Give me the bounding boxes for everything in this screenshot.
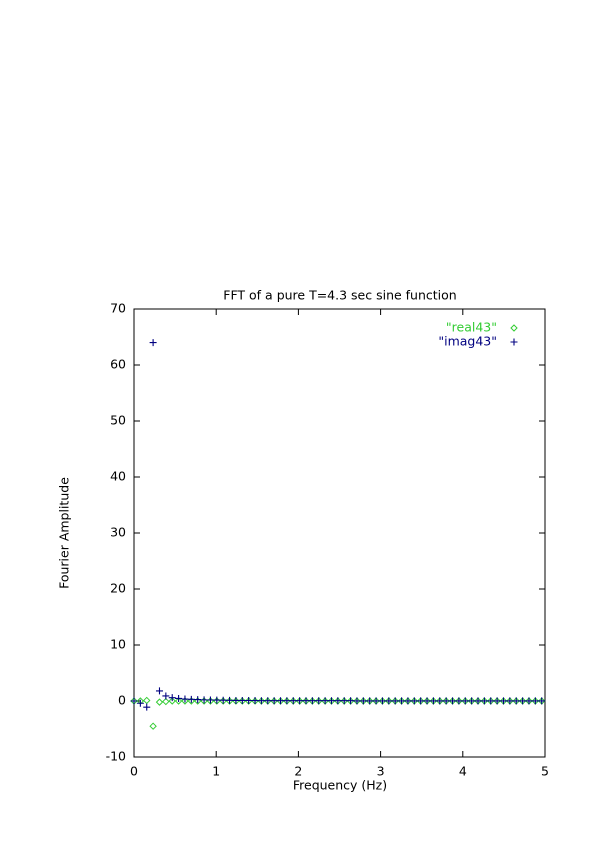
data-point [315,697,323,705]
chart-title: FFT of a pure T=4.3 sec sine function [223,288,456,303]
data-point [245,696,253,704]
x-axis-label: Frequency (Hz) [293,778,387,793]
x-tick-label: 5 [541,764,549,779]
y-tick-label: 60 [110,357,126,372]
data-point [226,696,234,704]
data-point [327,697,335,705]
legend-marker [510,338,518,346]
data-point [130,697,138,705]
data-point [461,697,469,705]
data-point [359,697,367,705]
y-tick-label: 70 [110,301,126,316]
y-tick-label: 0 [118,693,126,708]
data-point [232,696,240,704]
data-point [372,697,380,705]
data-point [283,697,291,705]
data-point [136,699,144,707]
data-point [455,697,463,705]
data-point [181,695,189,703]
data-point [302,697,310,705]
data-point [187,697,196,705]
data-point [251,697,259,705]
data-point [257,697,265,705]
data-point [493,697,501,705]
data-point [436,697,444,705]
data-point [143,703,151,711]
data-point [321,697,329,705]
data-point [149,339,157,347]
data-point [174,697,183,705]
data-point [417,697,425,705]
data-point [143,696,151,705]
data-point [168,694,176,702]
data-point [468,697,476,705]
data-point [474,697,482,705]
data-point [200,696,208,704]
data-point [213,696,221,704]
y-tick-label: 20 [110,581,126,596]
data-point [423,697,431,705]
data-point [391,697,399,705]
data-point [149,722,157,730]
data-point [296,697,304,705]
y-tick-label: 50 [110,413,126,428]
data-point [366,697,374,705]
data-point [538,697,546,705]
data-point [168,697,176,705]
y-tick-label: 10 [110,637,126,652]
x-tick-label: 4 [459,764,467,779]
data-point [277,697,285,705]
data-point [442,697,450,705]
legend-marker [510,324,518,332]
data-point [264,697,272,705]
data-point [519,697,527,705]
y-tick-label: -10 [106,749,126,764]
data-point [525,697,533,705]
data-point [334,697,342,705]
data-point [480,697,488,705]
data-point [398,697,406,705]
data-point [340,697,348,705]
legend-label: "imag43" [438,334,497,349]
data-point [270,697,278,705]
data-point [162,697,170,706]
data-point [404,697,412,705]
data-point [410,697,418,705]
data-point [429,697,437,705]
x-tick-label: 1 [212,764,220,779]
legend-label: "real43" [446,320,497,335]
data-point [155,698,164,706]
data-point [219,696,227,704]
data-point [238,696,246,704]
data-point [378,697,386,705]
data-point [175,694,183,702]
data-point [181,697,189,705]
y-tick-label: 30 [110,525,126,540]
x-tick-label: 3 [377,764,385,779]
data-point [512,697,520,705]
data-point [162,692,170,700]
data-point [385,697,393,705]
data-point [506,697,514,705]
data-point [353,697,361,705]
data-point [308,697,316,705]
data-point [531,697,539,705]
data-point [289,697,297,705]
data-point [155,687,163,695]
data-point [499,697,507,705]
data-point [194,696,202,704]
data-point [206,696,214,704]
x-tick-label: 2 [294,764,302,779]
data-point [487,697,495,705]
x-tick-label: 0 [130,764,138,779]
y-tick-label: 40 [110,469,126,484]
data-point [347,697,355,705]
data-point [449,697,457,705]
y-axis-label: Fourier Amplitude [57,477,72,589]
data-point [187,695,195,703]
